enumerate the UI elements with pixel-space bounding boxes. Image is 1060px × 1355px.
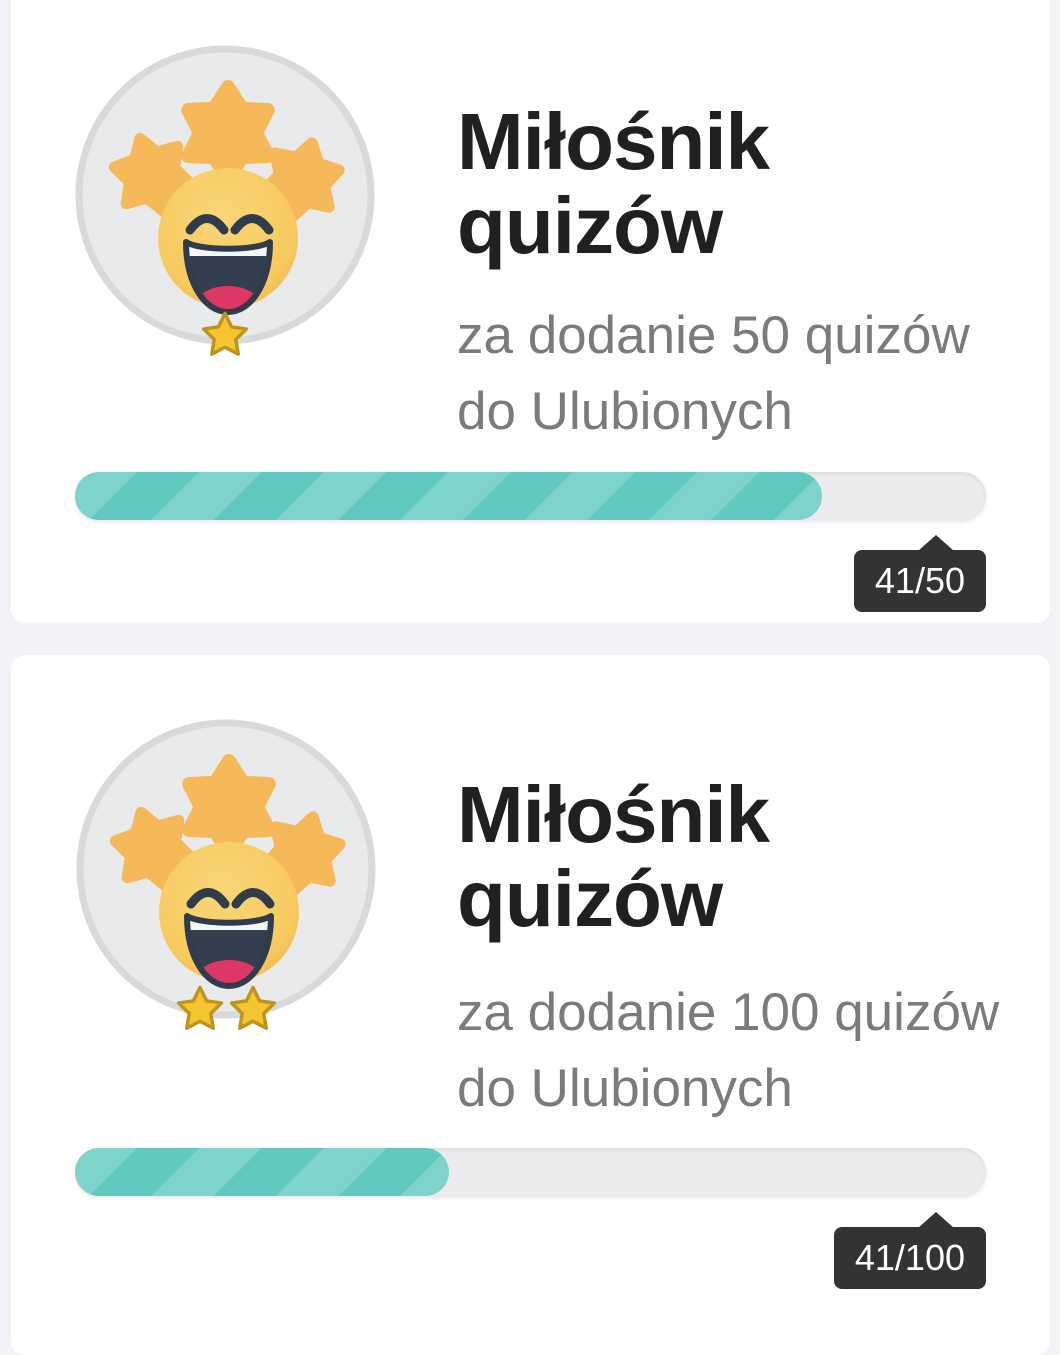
rank-star-icon — [229, 985, 276, 1030]
achievement-title: Miłośnik quizów — [457, 770, 770, 943]
achievement-title: Miłośnik quizów — [457, 97, 770, 270]
achievement-description: za dodanie 50 quizów do Ulubionych — [457, 306, 970, 441]
badge-rank-stars — [73, 984, 379, 1036]
closed-eyes-icon — [186, 888, 275, 909]
rank-star-icon — [201, 311, 249, 356]
progress-bar-fill — [75, 1148, 449, 1196]
laughing-face-with-stars-icon — [76, 719, 376, 1019]
badge — [72, 42, 378, 356]
badge — [73, 716, 379, 1030]
progress-tooltip: 41/100 — [833, 1212, 986, 1289]
progress-bar-track[interactable] — [75, 472, 986, 520]
laughing-mouth-icon — [183, 239, 273, 315]
closed-eyes-icon — [185, 214, 274, 235]
laughing-face-with-stars-icon — [75, 45, 375, 345]
progress-tooltip-label: 41/100 — [854, 1237, 965, 1278]
three-stars-icon — [108, 80, 345, 223]
rank-star-icon — [176, 985, 223, 1030]
achievement-card: Miłośnik quizów za dodanie 50 quizów do … — [11, 0, 1050, 623]
progress-bar-track[interactable] — [75, 1148, 986, 1196]
achievement-card: Miłośnik quizów za dodanie 100 quizów do… — [11, 655, 1050, 1355]
three-stars-icon — [109, 754, 346, 897]
badge-rank-stars — [72, 310, 378, 362]
progress-bar-fill — [75, 472, 823, 520]
achievement-description: za dodanie 100 quizów do Ulubionych — [457, 983, 1000, 1118]
progress-tooltip-label: 41/50 — [874, 560, 965, 601]
progress-tooltip: 41/50 — [853, 535, 986, 612]
